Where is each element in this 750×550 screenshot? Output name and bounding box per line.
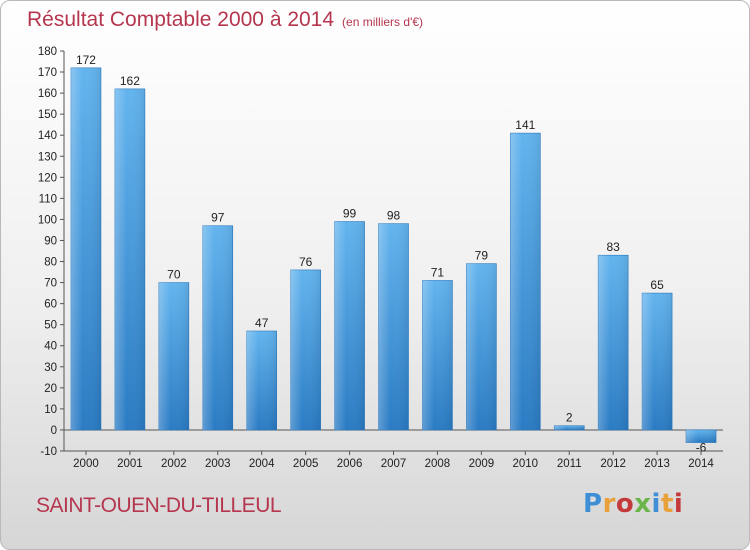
y-tick-label: 50 [44,320,57,332]
chart-subtitle: (en milliers d'€) [342,15,424,29]
bar-value-label: 162 [120,74,140,88]
chart-title: Résultat Comptable 2000 à 2014 (en millie… [27,8,423,32]
bar-shading [466,263,497,430]
bar-shading [378,223,409,430]
y-tick-label: 10 [44,404,57,416]
bar-shading [642,293,673,430]
logo-letter: r [602,489,616,519]
commune-name: SAINT-OUEN-DU-TILLEUL [36,494,282,517]
bar-value-label: 98 [387,209,401,223]
y-tick-label: 80 [44,257,57,269]
bar-value-label: 99 [343,207,357,221]
y-tick-label: 160 [38,88,57,100]
logo-letter: o [615,489,635,519]
chart-title-text: Résultat Comptable 2000 à 2014 [27,8,335,31]
y-tick-label: 130 [38,151,57,163]
x-tick-label: 2011 [557,458,582,470]
y-tick-label: 40 [44,341,57,353]
y-tick-label: 180 [38,46,57,58]
y-tick-label: 30 [44,362,57,374]
logo-letter: i [651,489,661,519]
x-tick-label: 2001 [117,458,143,470]
x-tick-label: 2008 [425,458,451,470]
bar-shading [246,331,277,430]
bar-shading [158,282,189,430]
x-tick-label: 2009 [469,458,495,470]
logo-letter: x [634,489,652,519]
y-tick-label: 100 [38,214,57,226]
bar-value-label: -6 [696,441,707,455]
y-tick-label: -10 [40,446,57,458]
bar-value-label: 47 [255,316,269,330]
x-tick-label: 2004 [249,458,275,470]
x-tick-label: 2007 [381,458,407,470]
x-tick-label: 2012 [600,458,626,470]
y-tick-label: 170 [38,67,57,79]
bar-shading [510,133,541,430]
x-tick-label: 2010 [513,458,539,470]
y-tick-label: 70 [44,278,57,290]
x-tick-label: 2013 [644,458,670,470]
bar-shading [290,269,321,430]
bar-shading [334,221,365,430]
value-labels: 172 162 70 97 47 76 99 98 71 79 141 2 83 65 -6 [76,53,707,455]
bar-shading [554,425,585,430]
bar-shading [598,255,629,430]
logo-letter: t [660,489,674,519]
y-tick-label: 150 [38,109,57,121]
bar-value-label: 65 [650,278,664,292]
y-tick-label: 0 [51,425,57,437]
y-tick-label: 20 [44,383,57,395]
y-axis: -10 0 10 20 30 40 50 60 70 80 90 100 110 120 130 140 150… [38,46,65,458]
bar-value-label: 71 [431,265,445,279]
y-tick-label: 140 [38,130,57,142]
y-tick-label: 60 [44,299,57,311]
bar-shading [70,67,101,430]
x-tick-label: 2003 [205,458,231,470]
bar-shading [202,225,233,430]
logo-letter: P [583,489,603,519]
proxiti-logo[interactable]: Proxiti [583,489,683,519]
x-axis: 2000 2001 2002 2003 2004 2005 2006 2007 2008 2009… [64,429,723,470]
bar-shading [114,88,145,430]
bar-value-label: 83 [606,240,620,254]
y-tick-label: 120 [38,172,57,184]
bar-value-label: 141 [515,118,535,132]
x-tick-label: 2000 [73,458,99,470]
bar-value-label: 79 [475,249,489,263]
x-tick-label: 2005 [293,458,319,470]
bars [70,67,717,443]
bar-value-label: 70 [167,268,181,282]
bar-value-label: 172 [76,53,96,67]
bar-shading [686,429,717,443]
bar-value-label: 97 [211,211,225,225]
x-tick-label: 2014 [688,458,714,470]
x-tick-label: 2002 [161,458,187,470]
bar-value-label: 76 [299,255,313,269]
logo-letter: i [673,489,684,519]
bar-shading [422,280,453,430]
y-tick-label: 110 [39,193,57,205]
bar-value-label: 2 [566,411,573,425]
y-tick-label: 90 [44,235,57,247]
x-tick-label: 2006 [337,458,363,470]
